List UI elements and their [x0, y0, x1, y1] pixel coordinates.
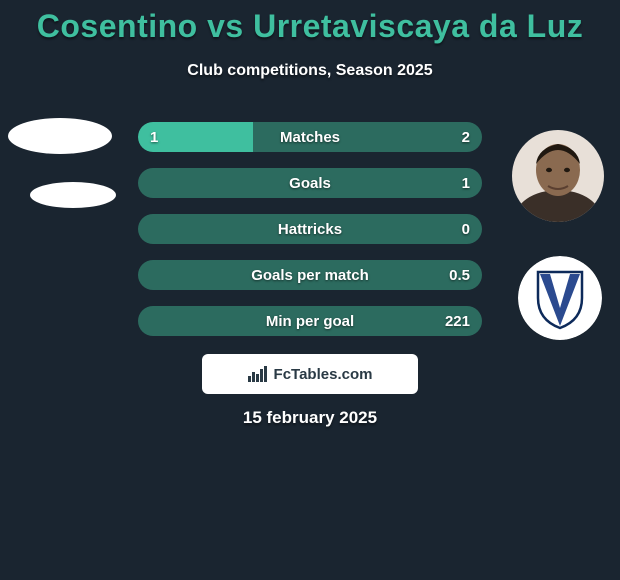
- stats-chart: 1 Matches 2 Goals 1 Hattricks 0 Goals pe…: [138, 122, 482, 352]
- stat-row-goals-per-match: Goals per match 0.5: [138, 260, 482, 290]
- branding-text: FcTables.com: [274, 366, 373, 383]
- person-icon: [512, 130, 604, 222]
- page-title: Cosentino vs Urretaviscaya da Luz: [0, 8, 620, 45]
- stat-row-goals: Goals 1: [138, 168, 482, 198]
- footer-date: 15 february 2025: [0, 408, 620, 428]
- subtitle: Club competitions, Season 2025: [0, 62, 620, 80]
- stat-label: Hattricks: [138, 214, 482, 244]
- player-avatar-left-1: [8, 118, 112, 154]
- stat-row-min-per-goal: Min per goal 221: [138, 306, 482, 336]
- shield-icon: [518, 256, 602, 340]
- club-crest-right: [518, 256, 602, 340]
- stat-value-right: 1: [462, 168, 470, 198]
- stat-label: Min per goal: [138, 306, 482, 336]
- stat-label: Goals: [138, 168, 482, 198]
- bars-icon: [248, 366, 268, 382]
- branding-box: FcTables.com: [202, 354, 418, 394]
- stat-value-right: 0: [462, 214, 470, 244]
- player-avatar-right-1: [512, 130, 604, 222]
- stat-label: Matches: [138, 122, 482, 152]
- stat-value-right: 2: [462, 122, 470, 152]
- player-avatar-left-2: [30, 182, 116, 208]
- stat-row-matches: 1 Matches 2: [138, 122, 482, 152]
- left-player-column: [8, 118, 112, 236]
- right-player-column: [512, 130, 612, 368]
- stat-row-hattricks: Hattricks 0: [138, 214, 482, 244]
- stat-value-right: 221: [445, 306, 470, 336]
- stat-value-right: 0.5: [449, 260, 470, 290]
- stat-label: Goals per match: [138, 260, 482, 290]
